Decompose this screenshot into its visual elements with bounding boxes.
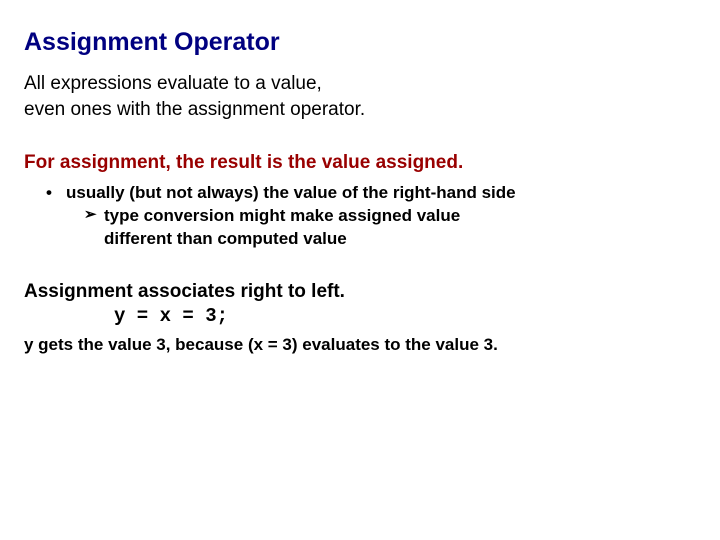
bullet-item-main: usually (but not always) the value of th… <box>24 182 696 205</box>
spacer <box>24 122 696 150</box>
sub-bullet-line-2: different than computed value <box>24 228 696 251</box>
emphasis-statement: For assignment, the result is the value … <box>24 150 696 176</box>
explanation-line: y gets the value 3, because (x = 3) eval… <box>24 334 696 357</box>
intro-line-2: even ones with the assignment operator. <box>24 97 696 123</box>
spacer <box>24 251 696 279</box>
slide-title: Assignment Operator <box>24 28 696 57</box>
associativity-statement: Assignment associates right to left. <box>24 279 696 305</box>
intro-line-1: All expressions evaluate to a value, <box>24 71 696 97</box>
code-example: y = x = 3; <box>24 304 696 330</box>
slide-container: Assignment Operator All expressions eval… <box>0 0 720 540</box>
bullet-list: usually (but not always) the value of th… <box>24 182 696 251</box>
sub-bullet-line-1: type conversion might make assigned valu… <box>24 205 696 228</box>
